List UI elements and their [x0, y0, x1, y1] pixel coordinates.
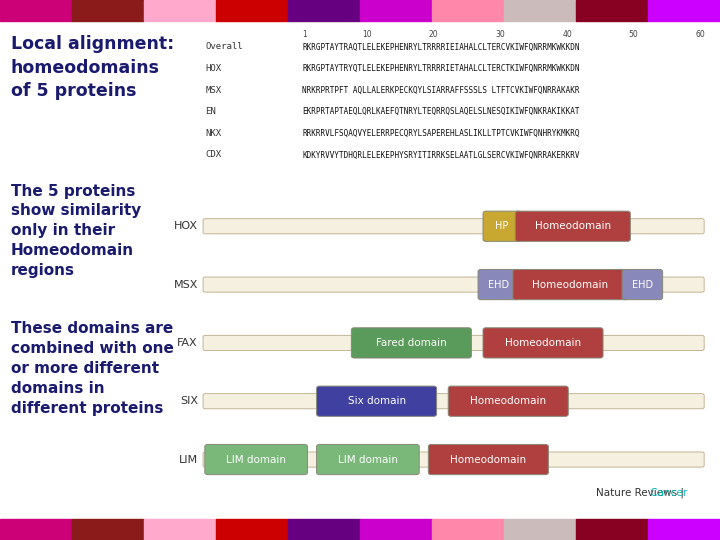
Bar: [288, 519, 360, 540]
Bar: [648, 519, 720, 540]
Text: EN: EN: [205, 107, 216, 116]
Bar: [72, 519, 144, 540]
Bar: [504, 0, 576, 21]
Text: KDKYRVVYTDHQRLELEKEPHYSRYITIRRKSELAATLGLSERCVKIWFQNRRAKERKRV: KDKYRVVYTDHQRLELEKEPHYSRYITIRRKSELAATLGL…: [302, 151, 580, 159]
Text: 10: 10: [362, 30, 372, 39]
Text: HOX: HOX: [205, 64, 221, 73]
Text: EHD: EHD: [487, 280, 509, 289]
Text: FAX: FAX: [177, 338, 198, 348]
FancyBboxPatch shape: [483, 211, 521, 241]
Bar: [576, 519, 648, 540]
Text: LIM domain: LIM domain: [226, 455, 286, 464]
Bar: [216, 0, 288, 21]
Text: MSX: MSX: [174, 280, 198, 289]
Bar: [432, 519, 504, 540]
Text: RKRGPTAYTRYQTLELEKEPHENRYLTRRRRIETAHALCLTERCTKIWFQNRRMKWKKDN: RKRGPTAYTRYQTLELEKEPHENRYLTRRRRIETAHALCL…: [302, 64, 580, 73]
Text: These domains are
combined with one
or more different
domains in
different prote: These domains are combined with one or m…: [11, 321, 174, 415]
FancyBboxPatch shape: [513, 269, 628, 300]
Text: CDX: CDX: [205, 151, 221, 159]
FancyBboxPatch shape: [317, 386, 436, 416]
Text: HP: HP: [495, 221, 509, 231]
Bar: [576, 0, 648, 21]
FancyBboxPatch shape: [351, 328, 472, 358]
Text: Homeodomain: Homeodomain: [532, 280, 608, 289]
FancyBboxPatch shape: [203, 335, 704, 350]
Text: Homeodomain: Homeodomain: [505, 338, 581, 348]
Text: NKX: NKX: [205, 129, 221, 138]
FancyBboxPatch shape: [516, 211, 631, 241]
Bar: [0, 0, 72, 21]
Bar: [72, 0, 144, 21]
FancyBboxPatch shape: [478, 269, 518, 300]
Text: The 5 proteins
show similarity
only in their
Homeodomain
regions: The 5 proteins show similarity only in t…: [11, 184, 141, 278]
Bar: [432, 0, 504, 21]
FancyBboxPatch shape: [449, 386, 568, 416]
Text: 40: 40: [562, 30, 572, 39]
Text: RKRGPTAYTRAQTLELEKEPHENRYLTRRRRIEIAHALCLTERCVKIWFQNRRMKWKKDN: RKRGPTAYTRAQTLELEKEPHENRYLTRRRRIEIAHALCL…: [302, 43, 580, 51]
Text: LIM: LIM: [179, 455, 198, 464]
Text: SIX: SIX: [180, 396, 198, 406]
FancyBboxPatch shape: [203, 277, 704, 292]
Text: 50: 50: [629, 30, 639, 39]
Bar: [288, 0, 360, 21]
Text: Overall: Overall: [205, 43, 243, 51]
Text: Six domain: Six domain: [348, 396, 405, 406]
Text: 20: 20: [429, 30, 438, 39]
Text: MSX: MSX: [205, 86, 221, 94]
FancyBboxPatch shape: [204, 444, 307, 475]
Bar: [216, 519, 288, 540]
Text: LIM domain: LIM domain: [338, 455, 398, 464]
Bar: [648, 0, 720, 21]
FancyBboxPatch shape: [317, 444, 419, 475]
Text: 30: 30: [495, 30, 505, 39]
FancyBboxPatch shape: [203, 219, 704, 234]
Text: 1: 1: [302, 30, 307, 39]
FancyBboxPatch shape: [622, 269, 662, 300]
FancyBboxPatch shape: [203, 394, 704, 409]
Text: HOX: HOX: [174, 221, 198, 231]
Bar: [144, 519, 216, 540]
FancyBboxPatch shape: [483, 328, 603, 358]
Text: EKRPRTAPTAEQLQRLKAEFQTNRYLTEQRRQSLAQELSLNESQIKIWFQNKRAKIKKAT: EKRPRTAPTAEQLQRLKAEFQTNRYLTEQRRQSLAQELSL…: [302, 107, 580, 116]
Text: Homeodomain: Homeodomain: [535, 221, 611, 231]
Text: NRKRPRTPFT AQLLALERKPECKQYLSIARRAFFSSSLS LTFTCVKIWFQNRRAKAKR: NRKRPRTPFT AQLLALERKPECKQYLSIARRAFFSSSLS…: [302, 86, 580, 94]
FancyBboxPatch shape: [428, 444, 549, 475]
Bar: [360, 0, 432, 21]
Text: Homeodomain: Homeodomain: [450, 455, 526, 464]
Text: Fared domain: Fared domain: [376, 338, 446, 348]
Text: RRKRRVLFSQAQVYELERRPECQRYLSAPEREHLASLIKLLTPTCVKIWFQNHRYKMKRQ: RRKRRVLFSQAQVYELERRPECQRYLSAPEREHLASLIKL…: [302, 129, 580, 138]
Text: EHD: EHD: [632, 280, 653, 289]
Text: Homeodomain: Homeodomain: [470, 396, 546, 406]
Text: Nature Reviews |: Nature Reviews |: [596, 488, 688, 498]
Text: 60: 60: [696, 30, 705, 39]
Text: Cancer: Cancer: [595, 488, 688, 498]
Bar: [504, 519, 576, 540]
Bar: [0, 519, 72, 540]
Text: Local alignment:
homeodomains
of 5 proteins: Local alignment: homeodomains of 5 prote…: [11, 35, 174, 100]
FancyBboxPatch shape: [203, 452, 704, 467]
Bar: [360, 519, 432, 540]
Bar: [144, 0, 216, 21]
